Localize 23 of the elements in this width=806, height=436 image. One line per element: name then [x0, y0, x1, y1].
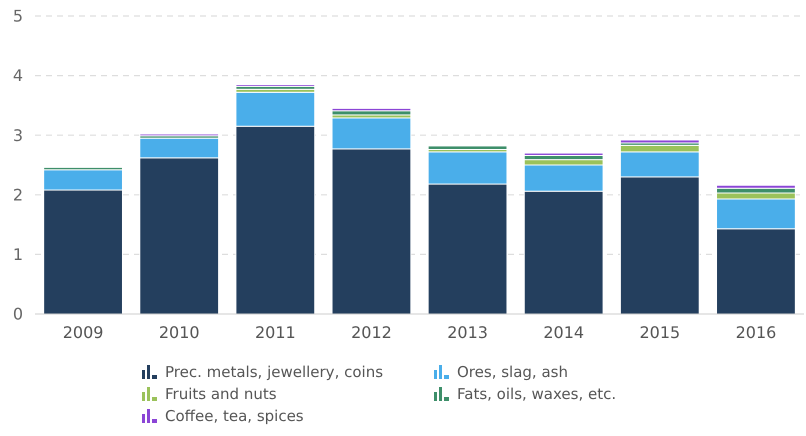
bar: [620, 139, 700, 144]
y-tick-label: 3: [12, 126, 24, 145]
legend-label: Fats, oils, waxes, etc.: [457, 385, 616, 403]
x-tick-label: 2009: [62, 323, 104, 342]
legend-label: Prec. metals, jewellery, coins: [165, 363, 384, 381]
x-tick-label: 2013: [447, 323, 488, 342]
bar: [332, 108, 412, 112]
y-tick-label: 2: [12, 185, 24, 204]
x-tick-label: 2011: [254, 323, 296, 342]
bar: [524, 152, 604, 156]
x-tick-label: 2016: [736, 323, 776, 342]
legend-label: Coffee, tea, spices: [165, 407, 304, 425]
y-tick-label: 0: [12, 304, 24, 324]
y-tick-label: 1: [12, 245, 24, 264]
x-tick-label: 2015: [639, 323, 680, 342]
x-tick-label: 2014: [543, 323, 584, 342]
legend-label: Fruits and nuts: [165, 385, 277, 403]
x-tick-label: 2010: [158, 323, 200, 342]
y-tick-label: 5: [12, 6, 24, 26]
x-tick-label: 2012: [351, 323, 392, 342]
bar: [428, 145, 508, 150]
y-tick-label: 4: [12, 66, 24, 86]
legend-label: Ores, slag, ash: [457, 363, 568, 381]
